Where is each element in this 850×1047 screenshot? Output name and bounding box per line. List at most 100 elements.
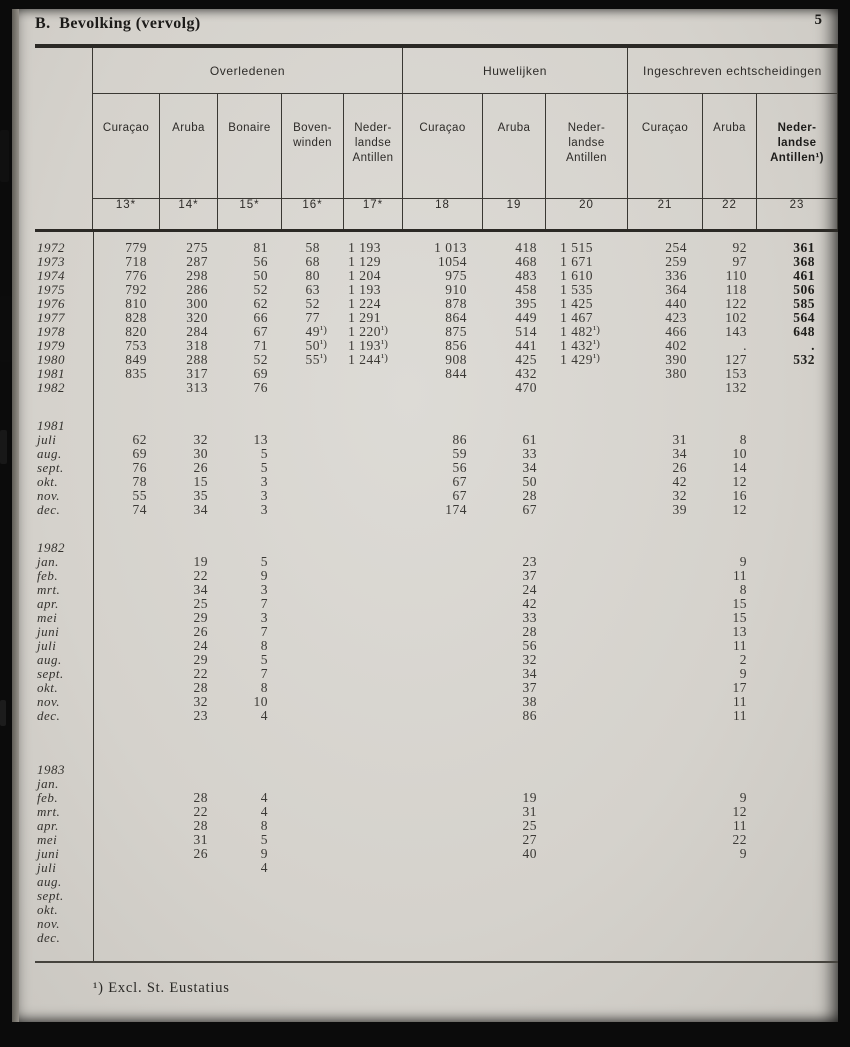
cell-col16 — [282, 597, 344, 611]
cell-col14: 317 — [186, 366, 208, 381]
cell-col13 — [93, 847, 160, 861]
cell-col19: 61 — [522, 432, 537, 447]
cell-col19: 28 — [522, 488, 537, 503]
cell-col13: 62 — [132, 432, 147, 447]
cell-col19: 514 — [515, 324, 537, 339]
column-number: 13* — [93, 199, 160, 229]
cell-col14: 313 — [186, 380, 208, 395]
cell-col23 — [757, 667, 838, 681]
table-row: 1974 776 298 50 80 1 204 975 483 1 610 336 110 461 — [35, 269, 838, 283]
column-header-ned-antillen: Neder- landse Antillen — [546, 94, 628, 199]
cell-col13: 828 — [125, 310, 147, 325]
cell-col23: 361 — [793, 240, 815, 255]
column-header-bonaire: Bonaire — [218, 94, 282, 199]
cell-col21: 466 — [665, 324, 687, 339]
cell-col16: 80 — [305, 268, 320, 283]
cell-col23 — [757, 381, 838, 395]
cell-col18: 975 — [445, 268, 467, 283]
row-label: 1981 — [37, 418, 65, 433]
cell-col23: 585 — [793, 296, 815, 311]
cell-col15 — [218, 889, 282, 903]
cell-col13 — [93, 681, 160, 695]
table-row: nov. 55 35 3 67 28 32 16 — [35, 489, 838, 503]
cell-col20 — [546, 367, 628, 381]
cell-col16 — [282, 625, 344, 639]
cell-col20: 1 610 — [560, 268, 593, 283]
cell-col18: 56 — [452, 460, 467, 475]
cell-col22: 13 — [732, 624, 747, 639]
cell-col19: 56 — [522, 638, 537, 653]
cell-col21: 364 — [665, 282, 687, 297]
cell-col13: 78 — [132, 474, 147, 489]
table-row: apr. 28 8 25 11 — [35, 819, 838, 833]
cell-col17 — [344, 681, 403, 695]
cell-col18 — [403, 569, 483, 583]
cell-col22: 15 — [732, 596, 747, 611]
cell-col14: 300 — [186, 296, 208, 311]
scan-artifact — [0, 130, 9, 182]
row-label: juli — [37, 432, 57, 447]
cell-col20: 1 432 ¹) — [560, 338, 600, 353]
cell-col17 — [344, 653, 403, 667]
cell-col21 — [628, 695, 703, 709]
cell-col16 — [282, 569, 344, 583]
cell-col20 — [546, 709, 628, 723]
cell-col16 — [282, 833, 344, 847]
cell-col21: 402 — [665, 338, 687, 353]
row-label: mrt. — [37, 582, 61, 597]
cell-col14: 26 — [193, 846, 208, 861]
footnote: ¹) Excl. St. Eustatius — [93, 980, 230, 996]
cell-col18 — [403, 847, 483, 861]
column-header-curacao: Curaçao — [403, 94, 483, 199]
cell-col22: 153 — [725, 366, 747, 381]
cell-col20 — [546, 555, 628, 569]
cell-col18 — [403, 931, 483, 945]
cell-col16 — [282, 583, 344, 597]
column-number: 16* — [282, 199, 344, 229]
cell-col21 — [628, 819, 703, 833]
cell-col19: 483 — [515, 268, 537, 283]
cell-col23 — [757, 433, 838, 447]
cell-col20 — [546, 903, 628, 917]
cell-col21: 42 — [672, 474, 687, 489]
cell-col14: 28 — [193, 680, 208, 695]
cell-col18: 908 — [445, 352, 467, 367]
cell-col13: 776 — [125, 268, 147, 283]
cell-col14: 30 — [193, 446, 208, 461]
cell-col14 — [160, 889, 218, 903]
statistics-table: Overledenen Huwelijken Ingeschreven echt… — [35, 44, 838, 963]
table-row: 1981 835 317 69 844 432 380 153 — [35, 367, 838, 381]
cell-col16 — [282, 639, 344, 653]
cell-col17: 1 291 — [348, 310, 381, 325]
row-label: feb. — [37, 568, 59, 583]
row-label: okt. — [37, 680, 59, 695]
cell-col20 — [546, 475, 628, 489]
cell-col16 — [282, 889, 344, 903]
cell-col15: 71 — [253, 338, 268, 353]
cell-col23: 461 — [793, 268, 815, 283]
cell-col16 — [282, 461, 344, 475]
cell-col22 — [703, 777, 757, 791]
row-label: nov. — [37, 488, 61, 503]
cell-col23 — [757, 625, 838, 639]
cell-col13 — [93, 819, 160, 833]
cell-col19 — [483, 777, 546, 791]
cell-col19: 38 — [522, 694, 537, 709]
cell-col17 — [344, 819, 403, 833]
cell-col23: . — [811, 338, 815, 353]
blank-row — [35, 723, 838, 763]
row-label: dec. — [37, 930, 61, 945]
cell-col19 — [483, 889, 546, 903]
cell-col18 — [403, 639, 483, 653]
cell-col19: 33 — [522, 446, 537, 461]
cell-col15: 69 — [253, 366, 268, 381]
cell-col20 — [546, 819, 628, 833]
table-row: sept. 76 26 5 56 34 26 14 — [35, 461, 838, 475]
cell-col13: 753 — [125, 338, 147, 353]
cell-col13: 820 — [125, 324, 147, 339]
cell-col14: 25 — [193, 596, 208, 611]
cell-col18 — [403, 917, 483, 931]
cell-col19: 40 — [522, 846, 537, 861]
cell-col22: 8 — [739, 432, 747, 447]
cell-col20 — [546, 847, 628, 861]
